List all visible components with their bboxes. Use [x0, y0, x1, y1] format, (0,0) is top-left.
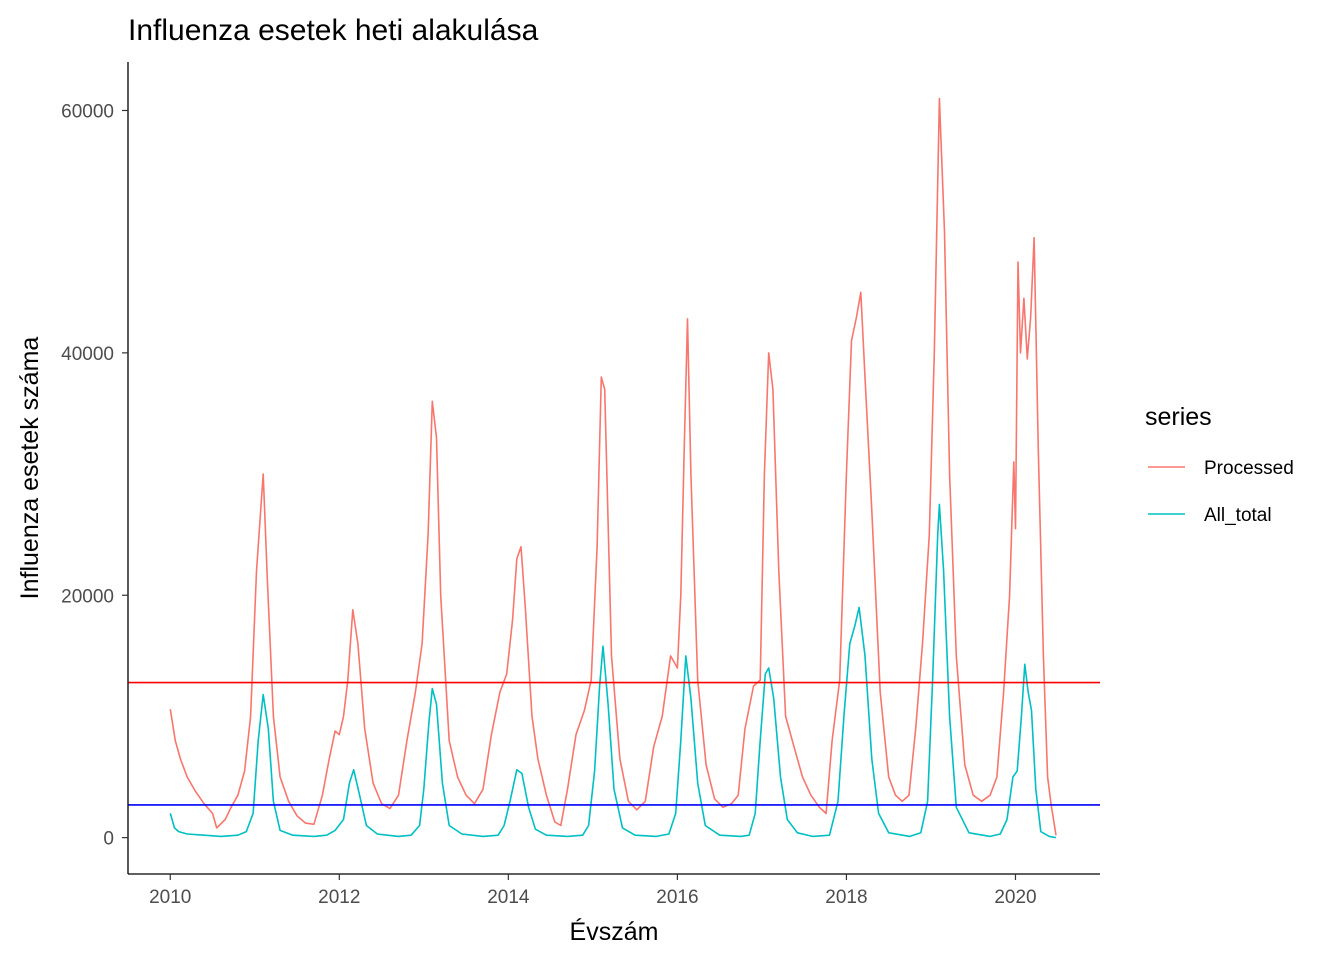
series-line-all-total: [169, 503, 1057, 839]
legend: series Processed All_total: [1145, 403, 1294, 526]
y-tick-label: 60000: [61, 101, 114, 122]
series-line-processed: [169, 97, 1057, 836]
x-tick-label: 2020: [994, 887, 1036, 908]
y-tick-label: 0: [103, 829, 114, 850]
y-tick-label: 20000: [61, 586, 114, 607]
x-tick-label: 2010: [149, 887, 191, 908]
legend-label-all-total: All_total: [1204, 505, 1272, 526]
y-tick-label: 40000: [61, 344, 114, 365]
x-axis-title: Évszám: [570, 917, 659, 946]
x-axis-ticks: 2010 2012 2014 2016 2018 2020: [149, 874, 1037, 908]
x-tick-label: 2014: [487, 887, 530, 908]
y-axis-ticks: 0 20000 40000 60000: [61, 101, 128, 850]
x-tick-label: 2016: [656, 887, 698, 908]
plot-area: [128, 97, 1100, 839]
x-tick-label: 2012: [318, 887, 360, 908]
x-tick-label: 2018: [825, 887, 867, 908]
legend-title: series: [1145, 403, 1212, 431]
y-axis-title: Influenza esetek száma: [16, 337, 44, 600]
chart-title: Influenza esetek heti alakulása: [128, 14, 539, 47]
legend-label-processed: Processed: [1204, 458, 1294, 479]
